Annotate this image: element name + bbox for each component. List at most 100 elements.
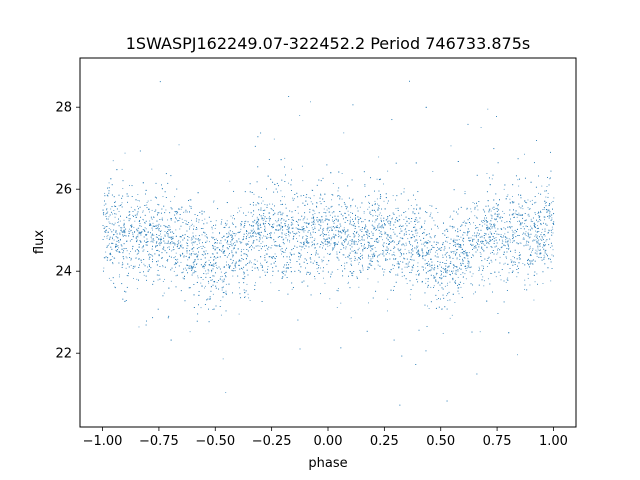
data-point (195, 235, 197, 237)
data-point (483, 243, 485, 245)
data-point (206, 299, 208, 301)
data-point (328, 234, 330, 236)
data-point (467, 260, 469, 262)
data-point (363, 212, 365, 214)
data-point (323, 227, 325, 229)
data-point (465, 270, 467, 272)
data-point (479, 331, 481, 333)
data-point (476, 249, 478, 251)
data-point (347, 241, 349, 243)
data-point (211, 271, 213, 273)
data-point (531, 251, 533, 253)
data-point (522, 226, 524, 228)
data-point (181, 218, 183, 220)
data-point (246, 254, 248, 256)
data-point (540, 224, 542, 226)
data-point (286, 247, 288, 249)
data-point (206, 234, 208, 235)
data-point (542, 209, 544, 210)
data-point (314, 238, 316, 240)
data-point (305, 235, 307, 237)
data-point (367, 257, 369, 259)
data-point (241, 249, 243, 251)
data-point (135, 257, 137, 259)
data-point (164, 234, 166, 236)
data-point (370, 248, 372, 250)
data-point (328, 211, 330, 213)
data-point (177, 258, 179, 260)
data-point (447, 299, 449, 301)
data-point (451, 314, 453, 316)
data-point (196, 256, 198, 258)
data-point (117, 222, 119, 223)
data-point (418, 274, 419, 276)
data-point (367, 208, 369, 210)
data-point (506, 251, 508, 253)
data-point (275, 220, 277, 222)
data-point (161, 217, 163, 219)
data-point (232, 223, 234, 225)
data-point (462, 272, 464, 274)
data-point (342, 275, 344, 277)
data-point (177, 248, 179, 249)
data-point (490, 210, 492, 212)
data-point (545, 249, 547, 251)
data-point (399, 256, 401, 258)
data-point (403, 188, 405, 190)
data-point (394, 247, 396, 249)
data-point (165, 197, 167, 198)
data-point (189, 205, 191, 207)
data-point (162, 196, 164, 198)
data-point (533, 299, 535, 301)
data-point (374, 200, 376, 202)
data-point (386, 247, 388, 249)
data-point (253, 214, 255, 216)
data-point (157, 249, 159, 251)
data-point (179, 254, 181, 256)
data-point (315, 252, 317, 254)
data-point (461, 224, 463, 226)
data-point (551, 202, 553, 204)
data-point (341, 242, 343, 244)
data-point (343, 132, 345, 134)
data-point (500, 279, 502, 281)
data-point (302, 180, 304, 182)
data-point (232, 260, 234, 262)
data-point (478, 266, 480, 268)
data-point (142, 210, 144, 212)
data-point (378, 222, 380, 224)
data-point (429, 270, 431, 272)
data-point (261, 216, 263, 218)
data-point (393, 339, 395, 341)
data-point (447, 236, 449, 238)
data-point (106, 218, 107, 220)
data-point (463, 220, 465, 222)
data-point (170, 242, 171, 243)
data-point (458, 239, 460, 241)
data-point (115, 213, 117, 215)
data-point (544, 208, 546, 210)
data-point (477, 243, 478, 245)
data-point (546, 253, 548, 255)
data-point (291, 168, 293, 170)
data-point (307, 203, 309, 205)
data-point (504, 222, 506, 223)
data-point (386, 249, 388, 251)
data-point (422, 266, 424, 268)
data-point (363, 245, 365, 247)
data-point (180, 208, 182, 210)
data-point (368, 201, 370, 203)
data-point (230, 241, 232, 243)
data-point (517, 221, 519, 222)
data-point (226, 220, 228, 222)
data-point (135, 257, 137, 259)
data-point (153, 234, 155, 236)
data-point (177, 241, 179, 243)
data-point (446, 259, 448, 261)
data-point (474, 225, 476, 226)
data-point (395, 199, 396, 201)
data-point (514, 212, 516, 214)
data-point (258, 219, 260, 221)
data-point (186, 245, 188, 247)
data-point (315, 262, 317, 263)
